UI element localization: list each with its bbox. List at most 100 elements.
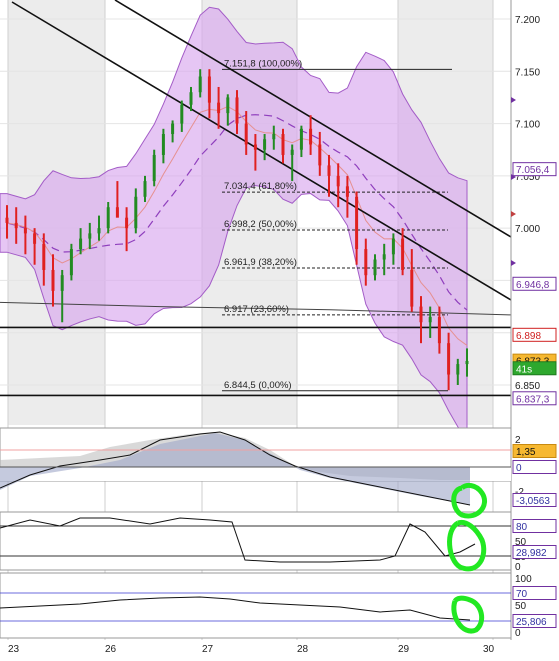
fib-level-label: 6.844,5 (0,00%) <box>224 380 292 391</box>
annotation-circle-3 <box>451 595 485 634</box>
candle-body <box>419 306 423 323</box>
candle-body <box>51 269 55 291</box>
candle-body <box>207 76 211 103</box>
date-tick-label: 28 <box>297 644 309 655</box>
date-tick-label: 29 <box>398 644 410 655</box>
indicator-panel-1[interactable] <box>0 427 512 506</box>
candle-body <box>244 123 248 145</box>
indicator-tick-label: 2 <box>515 435 521 446</box>
candle-body <box>253 144 257 150</box>
indicator-badge-label: 28,982 <box>516 548 547 559</box>
candle-body <box>272 134 276 140</box>
indicator-badge-label: 0 <box>516 463 522 474</box>
price-tick-label: 7.100 <box>515 120 540 131</box>
indicator-badge <box>512 586 557 600</box>
candle-body <box>456 364 460 375</box>
candle-body <box>106 207 110 229</box>
price-badge-label: 6.837,3 <box>516 394 550 405</box>
indicator-badges: 1,35 0 -3,0563 80 28,982 70 25,806 <box>512 444 557 628</box>
date-tick-label: 26 <box>105 644 117 655</box>
rsi-line <box>0 596 471 621</box>
candle-body <box>226 97 230 114</box>
candle-body <box>217 102 221 114</box>
indicator-badge <box>512 614 557 628</box>
date-tick-label: 27 <box>202 644 214 655</box>
axis-marker <box>511 97 516 103</box>
band-middle-dashed <box>6 114 468 311</box>
date-tick-label: 30 <box>483 644 495 655</box>
axis-marker <box>511 174 516 180</box>
date-tick-label: 23 <box>8 644 20 655</box>
candle-body <box>299 128 303 150</box>
indicator-badge-label: -3,0563 <box>516 496 550 507</box>
indicator-badge-label: 25,806 <box>516 617 547 628</box>
candle-body <box>345 186 349 197</box>
candle-body <box>309 128 313 145</box>
indicator-badge <box>512 519 557 533</box>
candle-body <box>235 97 239 124</box>
trend-channel[interactable] <box>11 0 512 301</box>
candle-body <box>23 228 27 234</box>
candle-body <box>447 343 451 375</box>
candle-body <box>465 360 469 365</box>
indicator-tick-label: 0 <box>515 628 521 639</box>
indicator-tick-label: -2 <box>515 487 524 498</box>
stochastic-k-line <box>0 517 476 563</box>
candle-body <box>410 269 414 307</box>
indicator-badge-label: 70 <box>516 589 528 600</box>
candle-body <box>382 254 386 260</box>
indicator-tick-label: 100 <box>515 574 532 585</box>
candle-body <box>198 76 202 93</box>
fib-level-label: 7.034,4 (61,80%) <box>224 181 297 192</box>
candle-body <box>364 249 368 276</box>
candle-body <box>327 165 331 176</box>
indicator-badge <box>512 444 557 458</box>
candle-body <box>79 238 83 250</box>
trendline-upper[interactable] <box>114 0 512 238</box>
indicator-tick-label: 0 <box>515 562 521 573</box>
candle-body <box>60 275 64 291</box>
panel-frame <box>0 511 512 571</box>
candle-body <box>180 104 184 124</box>
price-tick-label: 7.200 <box>515 15 540 26</box>
candle-body <box>88 233 92 239</box>
indicator-badge-label: 80 <box>516 522 528 533</box>
price-tick-label: 7.150 <box>515 67 540 78</box>
candle-body <box>115 207 119 218</box>
indicator-tick-label: 50 <box>515 537 527 548</box>
price-badge <box>512 391 557 406</box>
price-tick-label: 7.050 <box>515 172 540 183</box>
candle-body <box>33 233 37 244</box>
candle-body <box>401 238 405 270</box>
candles <box>5 69 469 391</box>
indicator-panel-2[interactable] <box>0 511 512 571</box>
candle-body <box>42 243 46 270</box>
candle-body <box>373 259 377 276</box>
price-badge-label: 6.946,8 <box>516 280 550 291</box>
candle-body <box>152 154 156 182</box>
trendline-lower[interactable] <box>11 1 512 301</box>
indicator-badge-label: 1,35 <box>516 447 536 458</box>
candle-body <box>428 317 432 323</box>
indicator-panel-3[interactable] <box>0 572 512 639</box>
candle-body <box>69 249 73 276</box>
axis-marker <box>511 211 516 217</box>
date-axis-bg <box>0 640 559 661</box>
candle-body <box>161 134 165 155</box>
price-badge <box>512 361 557 376</box>
horizontal-lines[interactable] <box>0 326 511 397</box>
candle-body <box>355 196 359 250</box>
candle-body <box>318 144 322 166</box>
price-badge-label: 41s <box>516 364 532 375</box>
candle-body <box>125 217 129 229</box>
candle-body <box>336 175 340 187</box>
fibonacci-retracement[interactable]: 7.151,8 (100,00%) 7.034,4 (61,80%) 6.998,2… <box>222 58 452 392</box>
indicator-tick-label: 50 <box>515 601 527 612</box>
candle-body <box>134 196 138 229</box>
price-badge <box>512 162 557 177</box>
price-badges: 7.056,46.946,86.8986.873,341s6.837,3 <box>512 162 557 406</box>
candle-body <box>143 181 147 197</box>
oscillator-line <box>0 431 471 506</box>
